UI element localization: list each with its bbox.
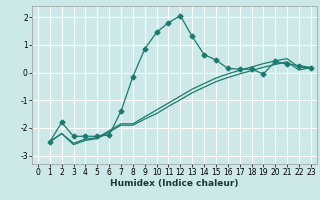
X-axis label: Humidex (Indice chaleur): Humidex (Indice chaleur): [110, 179, 239, 188]
